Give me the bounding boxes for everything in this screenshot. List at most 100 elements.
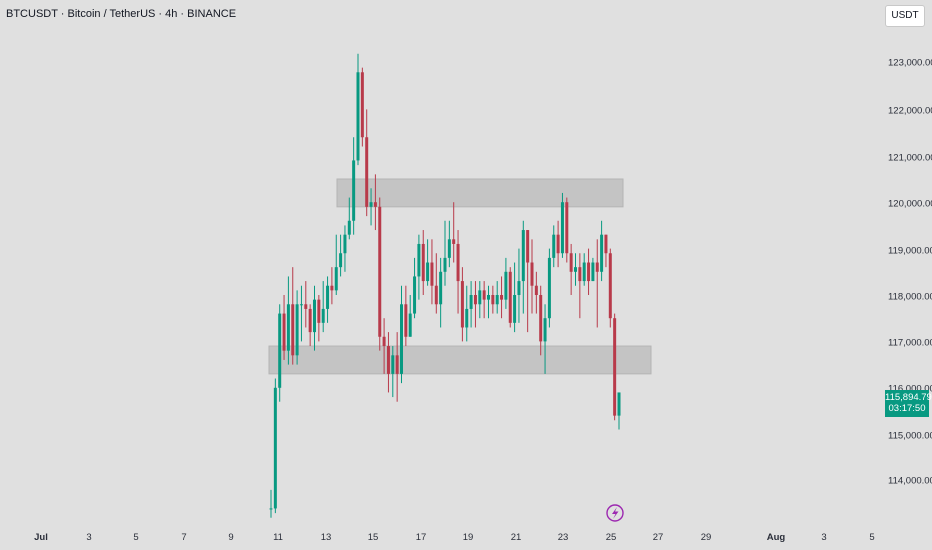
candle-body [469,295,473,309]
candle-body [508,271,512,323]
candle-body [343,234,347,254]
price-tick: 117,000.00 [888,337,932,349]
candle [343,225,347,272]
candle [578,253,582,319]
candle-body [382,336,386,347]
candle [417,234,421,300]
candle [326,276,330,323]
time-tick: 25 [605,532,617,543]
candle-body [334,267,338,291]
candle-body [465,308,469,328]
candle-body [391,355,395,374]
time-tick: 5 [133,532,139,543]
candle [456,230,460,314]
time-tick: Jul [34,532,48,543]
candle [299,285,303,342]
candle [482,281,486,319]
event-marker-circle [606,504,624,522]
candle-body [487,295,490,300]
candle [443,220,447,286]
candle-body [560,202,564,254]
currency-button[interactable]: USDT [885,5,925,27]
candle-body [600,234,604,272]
candle [386,332,390,393]
time-tick: 21 [510,532,522,543]
zone-rectangle[interactable] [336,178,624,208]
candle [452,202,456,263]
candle-body [291,304,295,356]
candle [543,304,547,374]
candle-body [504,271,508,300]
candle-body [286,304,290,351]
candle-body [439,271,443,305]
time-tick: 3 [86,532,92,543]
event-marker[interactable] [606,504,624,522]
candle-body [521,230,525,282]
candle [360,67,364,147]
price-tick: 116,000.00 [888,383,932,395]
candle-body [278,313,282,388]
candle [282,295,286,360]
candle [400,285,403,384]
time-tick: 29 [700,532,712,543]
candle [587,248,591,295]
candle-body [613,318,617,416]
candle-body [534,285,538,295]
candle-body [582,262,586,282]
candle [391,346,395,398]
candle [495,281,499,314]
candle-body [491,295,495,305]
candle [317,295,321,342]
candle-body [378,206,382,337]
candle [560,192,564,258]
candle-body [587,262,591,282]
price-tick: 123,000.00 [888,57,932,69]
candle [273,378,277,514]
candle-body [608,253,612,319]
candle-body [430,262,434,286]
price-tick: 114,000.00 [888,475,932,487]
candle [313,285,316,351]
candle [291,267,295,365]
candle [286,276,290,365]
candle [469,281,473,328]
candle-body [473,295,477,305]
candle [617,392,621,430]
candle [526,230,530,333]
candle-body [569,253,573,272]
candle-body [604,234,608,254]
candle [478,281,482,319]
candle-body [421,243,425,282]
price-tick: 122,000.00 [888,105,932,117]
candle [413,257,417,319]
candle [356,53,360,166]
candle [395,332,399,402]
candle-body [299,304,303,306]
candle-countdown: 03:17:50 [888,403,926,414]
candle [547,248,551,328]
candle-body [556,234,560,254]
candle [308,304,312,347]
candle [574,253,577,286]
candle [382,318,386,374]
candle [347,197,351,240]
candle [304,281,308,328]
zone-rectangle[interactable] [268,345,652,375]
candle-body [308,308,312,333]
candle [539,285,543,356]
price-tick: 118,000.00 [888,291,932,303]
lightning-icon [612,507,619,519]
candle-body [482,290,486,300]
time-tick: 5 [869,532,875,543]
candle-body [552,234,556,258]
candle [552,225,556,268]
candle [321,281,325,333]
candle [565,197,569,263]
candle [534,271,538,314]
time-tick: 23 [557,532,569,543]
candle [352,137,356,235]
candle-body [495,295,499,305]
candle-body [282,313,286,351]
candle-body [460,281,464,328]
